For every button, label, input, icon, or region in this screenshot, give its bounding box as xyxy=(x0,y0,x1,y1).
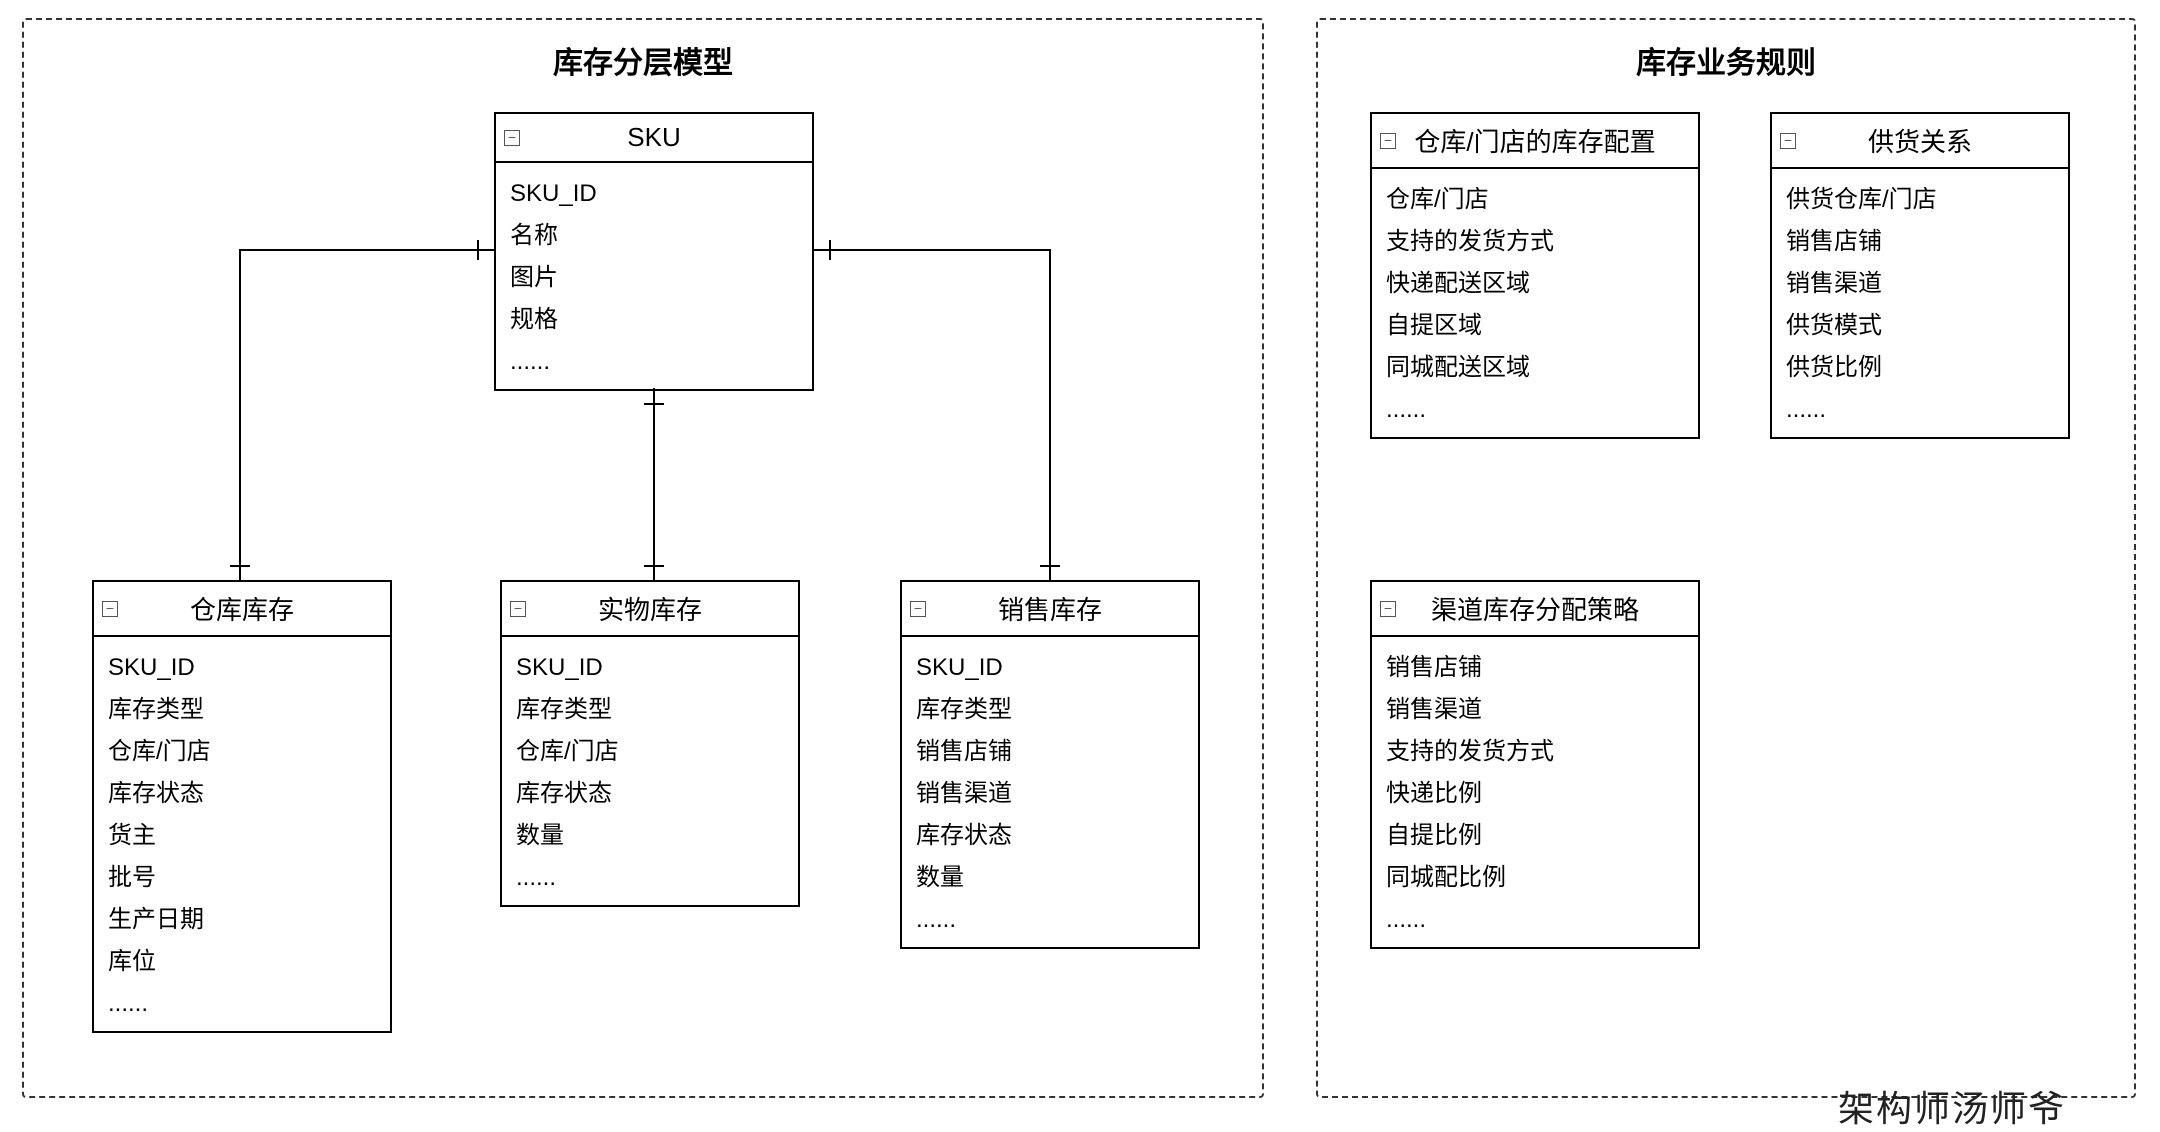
entity-warehouse_stock: − 仓库库存 SKU_ID库存类型仓库/门店库存状态货主批号生产日期库位...... xyxy=(92,580,392,1033)
entity-title: 渠道库存分配策略 xyxy=(1431,595,1639,625)
entity-attr: SKU_ID xyxy=(916,647,1184,689)
entity-attr: ...... xyxy=(510,341,798,383)
entity-header-sku: − SKU xyxy=(496,114,812,163)
entity-attr: 仓库/门店 xyxy=(108,731,376,773)
entity-header-sales_stock: − 销售库存 xyxy=(902,582,1198,637)
entity-attr: SKU_ID xyxy=(516,647,784,689)
entity-title: 仓库库存 xyxy=(190,595,294,625)
entity-attr: ...... xyxy=(108,983,376,1025)
entity-physical_stock: − 实物库存 SKU_ID库存类型仓库/门店库存状态数量...... xyxy=(500,580,800,907)
entity-attr: 销售渠道 xyxy=(1786,263,2054,305)
watermark-text: 架构师汤师爷 xyxy=(1838,1080,2066,1132)
entity-sku: − SKU SKU_ID名称图片规格...... xyxy=(494,112,814,391)
entity-attr: 自提区域 xyxy=(1386,305,1684,347)
entity-attr: 生产日期 xyxy=(108,899,376,941)
entity-body-channel_strategy: 销售店铺销售渠道支持的发货方式快递比例自提比例同城配比例...... xyxy=(1372,637,1698,947)
entity-title: SKU xyxy=(627,122,680,152)
entity-attr: ...... xyxy=(1386,389,1684,431)
collapse-icon[interactable]: − xyxy=(1380,133,1396,149)
entity-attr: ...... xyxy=(516,857,784,899)
entity-attr: 货主 xyxy=(108,815,376,857)
entity-attr: SKU_ID xyxy=(510,173,798,215)
entity-attr: 名称 xyxy=(510,215,798,257)
collapse-icon[interactable]: − xyxy=(1780,133,1796,149)
entity-attr: 支持的发货方式 xyxy=(1386,731,1684,773)
entity-attr: 支持的发货方式 xyxy=(1386,221,1684,263)
entity-attr: 库存类型 xyxy=(516,689,784,731)
panel-title-left: 库存分层模型 xyxy=(553,38,733,82)
entity-attr: 自提比例 xyxy=(1386,815,1684,857)
panel-title-right: 库存业务规则 xyxy=(1636,38,1816,82)
entity-channel_strategy: − 渠道库存分配策略销售店铺销售渠道支持的发货方式快递比例自提比例同城配比例...… xyxy=(1370,580,1700,949)
entity-header-warehouse_config: − 仓库/门店的库存配置 xyxy=(1372,114,1698,169)
entity-attr: 快递比例 xyxy=(1386,773,1684,815)
entity-attr: 销售店铺 xyxy=(1786,221,2054,263)
entity-header-physical_stock: − 实物库存 xyxy=(502,582,798,637)
entity-attr: 仓库/门店 xyxy=(1386,179,1684,221)
entity-attr: 库存类型 xyxy=(916,689,1184,731)
entity-attr: 仓库/门店 xyxy=(516,731,784,773)
entity-header-supply_relation: − 供货关系 xyxy=(1772,114,2068,169)
entity-attr: 同城配送区域 xyxy=(1386,347,1684,389)
entity-attr: 库存状态 xyxy=(916,815,1184,857)
entity-attr: 供货模式 xyxy=(1786,305,2054,347)
entity-attr: 销售店铺 xyxy=(916,731,1184,773)
entity-attr: ...... xyxy=(1786,389,2054,431)
entity-body-sales_stock: SKU_ID库存类型销售店铺销售渠道库存状态数量...... xyxy=(902,637,1198,947)
collapse-icon[interactable]: − xyxy=(510,601,526,617)
entity-attr: 供货比例 xyxy=(1786,347,2054,389)
entity-attr: 规格 xyxy=(510,299,798,341)
collapse-icon[interactable]: − xyxy=(910,601,926,617)
entity-attr: 图片 xyxy=(510,257,798,299)
entity-attr: 数量 xyxy=(916,857,1184,899)
entity-attr: 库存类型 xyxy=(108,689,376,731)
entity-attr: 销售店铺 xyxy=(1386,647,1684,689)
collapse-icon[interactable]: − xyxy=(1380,601,1396,617)
entity-supply_relation: − 供货关系供货仓库/门店销售店铺销售渠道供货模式供货比例...... xyxy=(1770,112,2070,439)
entity-header-channel_strategy: − 渠道库存分配策略 xyxy=(1372,582,1698,637)
entity-attr: 销售渠道 xyxy=(916,773,1184,815)
entity-attr: ...... xyxy=(916,899,1184,941)
entity-attr: 数量 xyxy=(516,815,784,857)
entity-attr: 供货仓库/门店 xyxy=(1786,179,2054,221)
collapse-icon[interactable]: − xyxy=(504,130,520,146)
entity-attr: 库存状态 xyxy=(516,773,784,815)
entity-attr: 库存状态 xyxy=(108,773,376,815)
collapse-icon[interactable]: − xyxy=(102,601,118,617)
entity-attr: 库位 xyxy=(108,941,376,983)
entity-attr: 批号 xyxy=(108,857,376,899)
entity-body-physical_stock: SKU_ID库存类型仓库/门店库存状态数量...... xyxy=(502,637,798,905)
entity-warehouse_config: − 仓库/门店的库存配置仓库/门店支持的发货方式快递配送区域自提区域同城配送区域.… xyxy=(1370,112,1700,439)
entity-attr: ...... xyxy=(1386,899,1684,941)
entity-body-warehouse_stock: SKU_ID库存类型仓库/门店库存状态货主批号生产日期库位...... xyxy=(94,637,390,1031)
entity-header-warehouse_stock: − 仓库库存 xyxy=(94,582,390,637)
entity-title: 销售库存 xyxy=(998,595,1102,625)
entity-title: 仓库/门店的库存配置 xyxy=(1414,127,1655,157)
entity-sales_stock: − 销售库存 SKU_ID库存类型销售店铺销售渠道库存状态数量...... xyxy=(900,580,1200,949)
entity-title: 供货关系 xyxy=(1868,127,1972,157)
entity-body-supply_relation: 供货仓库/门店销售店铺销售渠道供货模式供货比例...... xyxy=(1772,169,2068,437)
entity-body-warehouse_config: 仓库/门店支持的发货方式快递配送区域自提区域同城配送区域...... xyxy=(1372,169,1698,437)
entity-attr: 销售渠道 xyxy=(1386,689,1684,731)
entity-attr: 快递配送区域 xyxy=(1386,263,1684,305)
entity-body-sku: SKU_ID名称图片规格...... xyxy=(496,163,812,389)
entity-attr: SKU_ID xyxy=(108,647,376,689)
entity-title: 实物库存 xyxy=(598,595,702,625)
entity-attr: 同城配比例 xyxy=(1386,857,1684,899)
